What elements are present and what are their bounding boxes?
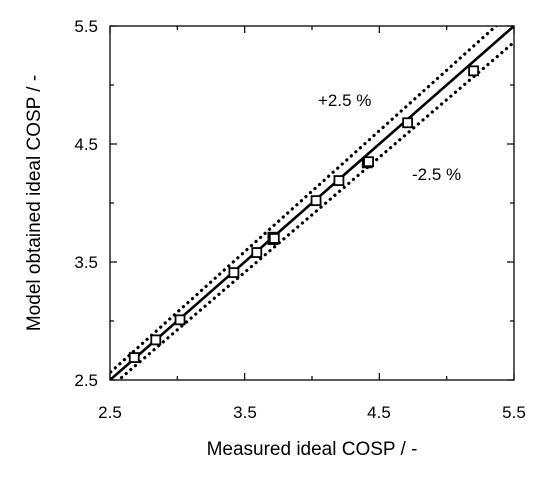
- data-point: [333, 175, 345, 186]
- data-point: [150, 334, 162, 346]
- x-tick-label: 3.5: [233, 403, 257, 422]
- y-tick-label: 2.5: [74, 371, 98, 390]
- data-point: [174, 314, 186, 326]
- data-point: [402, 117, 414, 129]
- lower-bound-annotation: -2.5 %: [412, 165, 461, 184]
- y-tick-label: 3.5: [74, 253, 98, 272]
- x-axis-title: Measured ideal COSP / -: [207, 439, 418, 460]
- data-point: [228, 267, 240, 279]
- data-points: [128, 65, 480, 363]
- tolerance-line: [116, 40, 514, 380]
- data-point: [268, 232, 280, 244]
- x-tick-label: 4.5: [367, 403, 391, 422]
- upper-bound-annotation: +2.5 %: [318, 91, 371, 110]
- y-tick-label: 5.5: [74, 17, 98, 36]
- data-point: [363, 156, 374, 168]
- data-point: [468, 65, 480, 77]
- data-point: [128, 352, 140, 363]
- x-tick-label: 2.5: [98, 403, 122, 422]
- data-point: [251, 247, 263, 258]
- data-point: [310, 195, 322, 207]
- x-tick-label: 5.5: [502, 403, 526, 422]
- plot-frame: [109, 25, 515, 381]
- y-axis-title: Model obtained ideal COSP / -: [24, 75, 45, 331]
- y-tick-label: 4.5: [74, 135, 98, 154]
